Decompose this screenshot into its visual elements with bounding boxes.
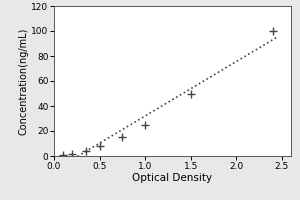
X-axis label: Optical Density: Optical Density <box>132 173 213 183</box>
Y-axis label: Concentration(ng/mL): Concentration(ng/mL) <box>18 27 28 135</box>
